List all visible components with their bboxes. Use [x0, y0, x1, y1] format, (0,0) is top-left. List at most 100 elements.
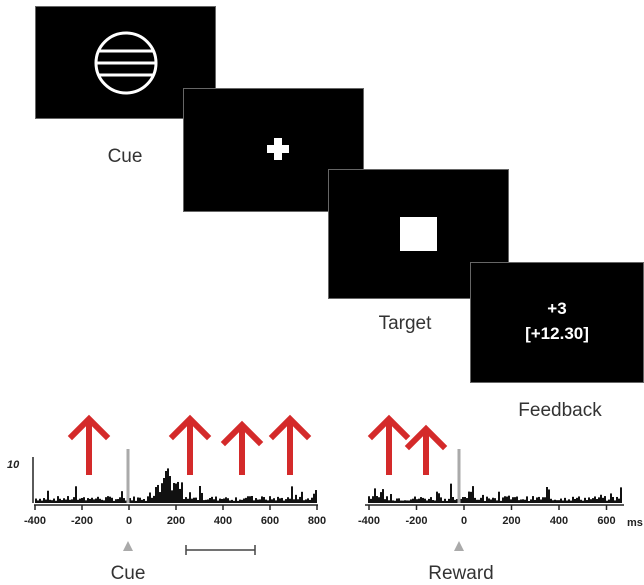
histogram-bar [309, 499, 311, 503]
histogram-bar [390, 494, 392, 503]
red-arrow-icon [67, 414, 111, 475]
histogram-bar [179, 488, 181, 503]
histogram-bar [235, 497, 237, 503]
histogram-bar [211, 496, 213, 503]
histogram-bar [185, 497, 187, 503]
histogram-bar [295, 494, 297, 503]
histogram-bar [183, 499, 185, 503]
histogram-bar [396, 498, 398, 503]
histogram-bar [95, 498, 97, 503]
histogram-bar [600, 494, 602, 503]
histogram-bar [171, 490, 173, 503]
histogram-bar [119, 497, 121, 503]
histogram-bar [432, 499, 434, 503]
histogram-bar [416, 499, 418, 503]
histogram-bar [173, 482, 175, 503]
histogram-bar [456, 499, 458, 503]
histogram-bar [498, 491, 500, 503]
histogram-bar [315, 490, 317, 503]
histogram-bar [446, 500, 448, 503]
histogram-bar [63, 498, 65, 503]
histogram-bar [494, 498, 496, 503]
histogram-bar [574, 498, 576, 503]
histogram-bar [89, 498, 91, 503]
histogram-bar [165, 470, 167, 503]
left-tick-labels: -400 -200 0 200 400 600 800 [24, 515, 326, 527]
histogram-bar [111, 497, 113, 503]
right-histogram: -400 -200 0 200 400 600 ms Reward [358, 449, 643, 584]
histogram-bar [129, 498, 131, 503]
histogram-bar [444, 498, 446, 503]
histogram-bar [378, 497, 380, 503]
reward-marker-icon [454, 541, 464, 551]
feedback-screen: +3 [+12.30] [470, 262, 644, 383]
left-x-label: Cue [111, 563, 146, 584]
histogram-bar [255, 498, 257, 503]
histogram-bar [251, 495, 253, 503]
histogram-bar [57, 496, 59, 503]
histogram-bar [101, 499, 103, 503]
histogram-bar [71, 499, 73, 503]
histogram-bar [492, 497, 494, 503]
histogram-bar [75, 486, 77, 503]
histogram-bar [546, 487, 548, 503]
histogram-bar [305, 499, 307, 503]
histogram-bar [508, 495, 510, 503]
histogram-bar [169, 476, 171, 503]
histogram-bar [558, 500, 560, 503]
histogram-bar [478, 499, 480, 503]
histogram-bar [610, 493, 612, 503]
fixation-cross-icon [267, 138, 289, 160]
histogram-bar [612, 497, 614, 503]
histogram-bar [35, 498, 37, 503]
histogram-bar [263, 497, 265, 503]
histogram-bar [392, 500, 394, 503]
histogram-bar [303, 500, 305, 503]
histogram-bar [215, 496, 217, 503]
left-histogram: -400 -200 0 200 400 600 800 Cue [24, 449, 326, 584]
histogram-bar [420, 497, 422, 503]
histogram-bar [141, 499, 143, 503]
histogram-bar [67, 496, 69, 503]
histogram-bar [516, 496, 518, 503]
histogram-bar [466, 498, 468, 503]
histogram-bar [205, 499, 207, 503]
right-tick-labels: -400 -200 0 200 400 600 [358, 515, 616, 527]
histogram-bar [450, 483, 452, 503]
tick-label: 0 [126, 515, 132, 527]
histogram-bar [47, 490, 49, 503]
histogram-bar [406, 500, 408, 503]
cue-stimulus-icon [94, 31, 158, 95]
histogram-bar [81, 497, 83, 503]
cue-marker-icon [123, 541, 133, 551]
histogram-bar [606, 500, 608, 503]
histogram-bar [233, 500, 235, 503]
histogram-bar [590, 499, 592, 503]
histogram-bar [480, 497, 482, 503]
tick-label: 800 [308, 515, 326, 527]
histogram-bar [157, 484, 159, 503]
histogram-bar [468, 491, 470, 503]
histogram-bar [151, 497, 153, 503]
histogram-bar [440, 497, 442, 503]
histogram-bar [490, 499, 492, 503]
histogram-bar [135, 500, 137, 503]
histogram-bar [223, 498, 225, 503]
histogram-bar [596, 499, 598, 503]
histogram-bar [177, 481, 179, 503]
histogram-bar [313, 493, 315, 503]
histogram-bar [123, 498, 125, 503]
right-ticks [368, 505, 608, 510]
histogram-bar [582, 500, 584, 503]
tick-label: -400 [358, 515, 380, 527]
histogram-bar [578, 496, 580, 503]
right-bars [368, 483, 622, 503]
histogram-bar [201, 492, 203, 503]
histogram-bar [426, 500, 428, 503]
histogram-bar [556, 500, 558, 503]
right-x-label: Reward [428, 563, 493, 584]
histogram-panel: 10 -400 -200 0 200 400 600 800 Cue -4 [7, 414, 643, 584]
histogram-bar [568, 499, 570, 503]
histogram-bar [554, 499, 556, 503]
histogram-bar [550, 498, 552, 503]
